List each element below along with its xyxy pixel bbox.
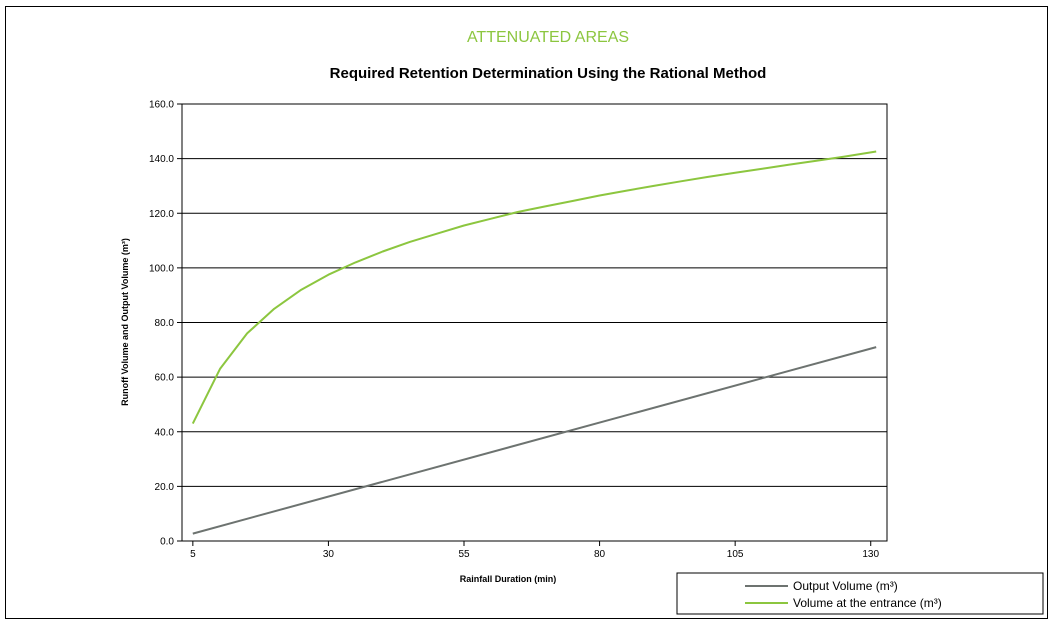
y-tick-label: 20.0 xyxy=(155,482,175,493)
x-tick-label: 130 xyxy=(862,549,879,560)
y-tick-label: 0.0 xyxy=(160,537,174,548)
legend: Output Volume (m³) Volume at the entranc… xyxy=(676,572,1044,615)
legend-label-output-volume: Output Volume (m³) xyxy=(793,579,898,593)
series-line-volume-entrance xyxy=(191,150,877,425)
series-line-output-volume xyxy=(192,346,877,535)
y-tick-label: 120.0 xyxy=(149,209,174,220)
legend-box xyxy=(676,572,1044,615)
y-tick-label: 100.0 xyxy=(149,263,174,274)
chart-title: Required Retention Determination Using t… xyxy=(330,65,767,82)
x-axis-ticks: 5 30 55 80 105 130 xyxy=(190,541,880,560)
y-tick-label: 40.0 xyxy=(155,427,175,438)
x-tick-label: 5 xyxy=(190,549,196,560)
series-lines xyxy=(191,150,877,535)
y-axis-label: Runoff Volume and Output Volume (m³) xyxy=(120,238,130,406)
chart-kicker: ATTENUATED AREAS xyxy=(467,29,629,46)
x-tick-label: 105 xyxy=(727,549,744,560)
legend-label-volume-entrance: Volume at the entrance (m³) xyxy=(793,596,942,610)
x-tick-label: 80 xyxy=(594,549,606,560)
y-tick-label: 160.0 xyxy=(149,100,174,111)
x-tick-label: 30 xyxy=(323,549,335,560)
y-tick-label: 80.0 xyxy=(155,318,175,329)
chart-frame xyxy=(5,6,1048,619)
y-axis-ticks: 0.0 20.0 40.0 60.0 80.0 100.0 120.0 140.0 160.0 xyxy=(149,100,182,548)
x-axis-label: Rainfall Duration (min) xyxy=(460,574,557,584)
x-tick-label: 55 xyxy=(458,549,470,560)
y-tick-label: 60.0 xyxy=(155,373,175,384)
y-tick-label: 140.0 xyxy=(149,154,174,165)
